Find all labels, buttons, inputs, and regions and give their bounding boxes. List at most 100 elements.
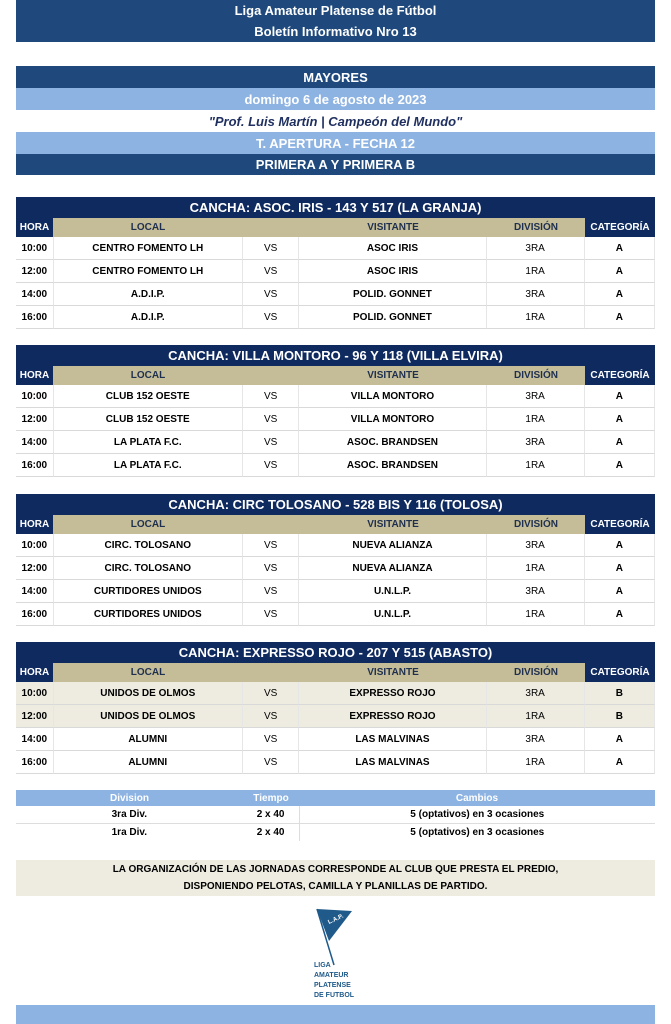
rules-cell: 2 x 40 xyxy=(243,824,300,841)
match-division: 1RA xyxy=(486,408,585,431)
field-section: CANCHA: EXPRESSO ROJO - 207 Y 515 (ABAST… xyxy=(16,642,655,774)
home-team: CURTIDORES UNIDOS xyxy=(53,580,243,603)
match-row: 10:00 UNIDOS DE OLMOS VS EXPRESSO ROJO 3… xyxy=(16,682,655,705)
col-categoria: CATEGORÍA xyxy=(585,218,655,237)
home-team: UNIDOS DE OLMOS xyxy=(53,705,243,728)
match-division: 1RA xyxy=(486,306,585,329)
away-team: ASOC IRIS xyxy=(299,237,487,260)
match-category: A xyxy=(584,557,655,580)
away-team: ASOC. BRANDSEN xyxy=(299,431,487,454)
col-local: LOCAL xyxy=(53,366,243,385)
match-row: 12:00 CLUB 152 OESTE VS VILLA MONTORO 1R… xyxy=(16,408,655,431)
match-row: 14:00 ALUMNI VS LAS MALVINAS 3RA A xyxy=(16,728,655,751)
col-hora: HORA xyxy=(16,663,53,682)
match-time: 16:00 xyxy=(16,603,54,626)
away-team: U.N.L.P. xyxy=(299,603,487,626)
tournament-round: T. APERTURA - FECHA 12 xyxy=(16,132,655,154)
match-row: 12:00 CENTRO FOMENTO LH VS ASOC IRIS 1RA… xyxy=(16,260,655,283)
vs-label: VS xyxy=(242,408,300,431)
home-team: ALUMNI xyxy=(53,751,243,774)
match-time: 12:00 xyxy=(16,408,54,431)
away-team: LAS MALVINAS xyxy=(299,728,487,751)
field-title: CANCHA: CIRC TOLOSANO - 528 BIS Y 116 (T… xyxy=(16,494,655,515)
away-team: POLID. GONNET xyxy=(299,283,487,306)
match-date: domingo 6 de agosto de 2023 xyxy=(16,88,655,110)
match-division: 3RA xyxy=(486,534,585,557)
match-category: B xyxy=(584,705,655,728)
rules-header-division: Division xyxy=(110,792,149,804)
vs-label: VS xyxy=(242,385,300,408)
col-local: LOCAL xyxy=(53,515,243,534)
rules-cell: 1ra Div. xyxy=(111,827,148,838)
match-time: 10:00 xyxy=(16,385,54,408)
match-category: A xyxy=(584,237,655,260)
rules-table: Division Tiempo Cambios 3ra Div. 2 x 40 … xyxy=(16,790,655,841)
vs-label: VS xyxy=(242,603,300,626)
match-row: 14:00 CURTIDORES UNIDOS VS U.N.L.P. 3RA … xyxy=(16,580,655,603)
logo-text: LIGA AMATEUR PLATENSE DE FUTBOL xyxy=(314,962,355,999)
column-header: HORA LOCAL VISITANTE DIVISIÓN CATEGORÍA xyxy=(16,218,655,237)
match-row: 14:00 A.D.I.P. VS POLID. GONNET 3RA A xyxy=(16,283,655,306)
league-name: Liga Amateur Platense de Fútbol xyxy=(234,3,437,18)
match-category: A xyxy=(584,580,655,603)
match-row: 16:00 ALUMNI VS LAS MALVINAS 1RA A xyxy=(16,751,655,774)
rules-cell: 5 (optativos) en 3 ocasiones xyxy=(410,809,545,820)
match-category: A xyxy=(584,534,655,557)
dedication: "Prof. Luis Martín | Campeón del Mundo" xyxy=(208,113,463,129)
col-visitante: VISITANTE xyxy=(299,515,487,534)
col-hora: HORA xyxy=(16,515,53,534)
match-time: 10:00 xyxy=(16,534,54,557)
match-time: 14:00 xyxy=(16,580,54,603)
home-team: CURTIDORES UNIDOS xyxy=(53,603,243,626)
away-team: NUEVA ALIANZA xyxy=(299,534,487,557)
match-time: 12:00 xyxy=(16,260,54,283)
match-row: 10:00 CENTRO FOMENTO LH VS ASOC IRIS 3RA… xyxy=(16,237,655,260)
match-category: A xyxy=(584,454,655,477)
vs-label: VS xyxy=(242,682,300,705)
match-category: A xyxy=(584,751,655,774)
vs-label: VS xyxy=(242,283,300,306)
away-team: EXPRESSO ROJO xyxy=(299,705,487,728)
vs-label: VS xyxy=(242,728,300,751)
match-category: A xyxy=(584,603,655,626)
league-logo: L.A.P. LIGA AMATEUR PLATENSE DE FUTBOL xyxy=(312,907,372,1005)
match-row: 10:00 CLUB 152 OESTE VS VILLA MONTORO 3R… xyxy=(16,385,655,408)
field-section: CANCHA: CIRC TOLOSANO - 528 BIS Y 116 (T… xyxy=(16,494,655,626)
home-team: ALUMNI xyxy=(53,728,243,751)
col-vs xyxy=(243,366,299,385)
away-team: U.N.L.P. xyxy=(299,580,487,603)
match-division: 1RA xyxy=(486,705,585,728)
note-line: DISPONIENDO PELOTAS, CAMILLA Y PLANILLAS… xyxy=(183,881,488,892)
away-team: POLID. GONNET xyxy=(299,306,487,329)
col-vs xyxy=(243,663,299,682)
match-category: A xyxy=(584,408,655,431)
home-team: CENTRO FOMENTO LH xyxy=(53,260,243,283)
col-local: LOCAL xyxy=(53,663,243,682)
col-division: DIVISIÓN xyxy=(487,515,585,534)
note-line: LA ORGANIZACIÓN DE LAS JORNADAS CORRESPO… xyxy=(112,864,559,875)
match-division: 3RA xyxy=(486,283,585,306)
match-category: A xyxy=(584,260,655,283)
match-time: 10:00 xyxy=(16,237,54,260)
match-category: A xyxy=(584,306,655,329)
field-section: CANCHA: VILLA MONTORO - 96 Y 118 (VILLA … xyxy=(16,345,655,477)
col-local: LOCAL xyxy=(53,218,243,237)
footer-bar xyxy=(16,1005,655,1024)
rules-header-tiempo: Tiempo xyxy=(253,792,289,804)
home-team: LA PLATA F.C. xyxy=(53,454,243,477)
match-row: 16:00 CURTIDORES UNIDOS VS U.N.L.P. 1RA … xyxy=(16,603,655,626)
column-header: HORA LOCAL VISITANTE DIVISIÓN CATEGORÍA xyxy=(16,515,655,534)
column-header: HORA LOCAL VISITANTE DIVISIÓN CATEGORÍA xyxy=(16,366,655,385)
match-division: 1RA xyxy=(486,557,585,580)
vs-label: VS xyxy=(242,454,300,477)
away-team: EXPRESSO ROJO xyxy=(299,682,487,705)
organization-note: LA ORGANIZACIÓN DE LAS JORNADAS CORRESPO… xyxy=(16,860,655,896)
col-visitante: VISITANTE xyxy=(299,218,487,237)
away-team: LAS MALVINAS xyxy=(299,751,487,774)
match-division: 3RA xyxy=(486,682,585,705)
match-category: A xyxy=(584,431,655,454)
vs-label: VS xyxy=(242,751,300,774)
match-division: 1RA xyxy=(486,751,585,774)
vs-label: VS xyxy=(242,237,300,260)
match-category: A xyxy=(584,728,655,751)
